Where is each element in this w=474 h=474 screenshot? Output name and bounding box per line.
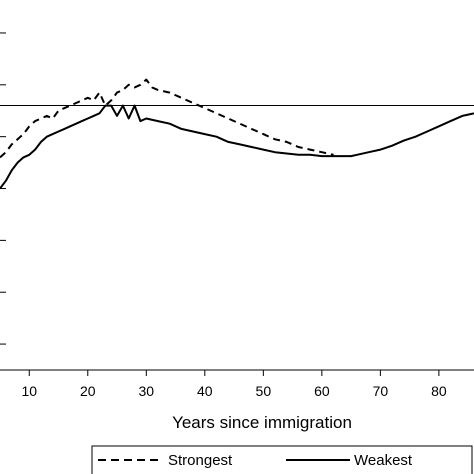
legend: Strongest Weakest xyxy=(91,445,473,474)
legend-strongest-label: Strongest xyxy=(168,452,233,469)
legend-box xyxy=(91,445,473,474)
x-tick-label-50: 50 xyxy=(256,383,272,399)
x-tick-label-20: 20 xyxy=(80,383,96,399)
legend-weakest-label: Weakest xyxy=(354,452,413,469)
plot-area: 10 20 30 40 50 60 70 80 xyxy=(0,32,474,399)
series-line-strongest xyxy=(0,78,334,159)
x-axis-title: Years since immigration xyxy=(172,413,352,432)
x-tick-label-70: 70 xyxy=(373,383,389,399)
x-tick-label-30: 30 xyxy=(139,383,155,399)
x-axis-ticks: 10 20 30 40 50 60 70 80 xyxy=(21,370,447,399)
x-tick-label-60: 60 xyxy=(314,383,330,399)
x-tick-label-10: 10 xyxy=(21,383,37,399)
series-layer xyxy=(0,78,474,190)
x-tick-label-40: 40 xyxy=(197,383,213,399)
x-tick-label-80: 80 xyxy=(431,383,447,399)
series-line-weakest xyxy=(0,104,474,190)
